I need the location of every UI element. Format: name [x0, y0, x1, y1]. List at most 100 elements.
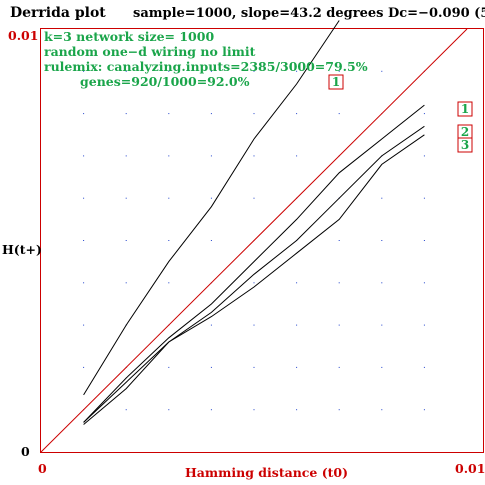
series-marker-label: 2 [461, 125, 469, 139]
grid-dot [125, 197, 127, 199]
grid-dot [168, 366, 170, 368]
series-markers: 1 1 23 [328, 74, 473, 153]
diagonal-reference-line [40, 28, 468, 453]
grid-dot [168, 282, 170, 284]
grid-dot [296, 113, 298, 115]
series-marker-box [457, 137, 473, 153]
grid-dot [125, 409, 127, 411]
info-wiring: random one−d wiring no limit [44, 44, 256, 59]
grid-dot [381, 70, 383, 72]
series-line-1 [83, 20, 340, 396]
plot-title: Derrida plot [10, 5, 106, 21]
grid-dot [423, 197, 425, 199]
grid-dot [83, 113, 85, 115]
grid-dot [210, 155, 212, 157]
grid-dot [253, 409, 255, 411]
series-marker-label: 1 [461, 102, 469, 116]
grid-dot [168, 70, 170, 72]
grid-dot [253, 324, 255, 326]
grid-dot [338, 366, 340, 368]
grid-dot [253, 197, 255, 199]
grid-dot [125, 282, 127, 284]
grid-dot [296, 282, 298, 284]
y-axis-label: H(t+) [2, 242, 42, 257]
grid-dot [125, 155, 127, 157]
grid-dot [338, 70, 340, 72]
grid-dot [83, 155, 85, 157]
grid-dot [125, 113, 127, 115]
grid-dot [210, 113, 212, 115]
grid-dot [423, 155, 425, 157]
series-marker-1: 1 [328, 74, 344, 90]
info-rulemix: rulemix: canalyzing.inputs=2385/3000=79.… [44, 59, 368, 74]
grid-dot [338, 240, 340, 241]
info-network-size: k=3 network size= 1000 [44, 29, 214, 44]
grid-dot [253, 113, 255, 115]
grid-dot [168, 155, 170, 157]
grid-dot [381, 197, 383, 199]
grid-dot [168, 113, 170, 115]
grid-dot [423, 409, 425, 411]
x-axis-label: Hamming distance (t0) [185, 465, 348, 480]
grid-dot [253, 70, 255, 72]
grid-dot [125, 240, 127, 241]
y-tick-min: 0 [21, 444, 30, 459]
grid-dot [423, 240, 425, 241]
x-tick-min: 0 [38, 461, 47, 476]
series-marker-box [328, 74, 344, 90]
series-marker-label: 1 [332, 75, 340, 89]
series-marker-label: 3 [461, 138, 469, 152]
grid-dot [338, 113, 340, 115]
series-lines [83, 20, 425, 425]
grid-dot [210, 366, 212, 368]
grid-dot [423, 113, 425, 115]
grid-dot [338, 409, 340, 411]
grid-dot [253, 366, 255, 368]
series-marker-box [457, 101, 473, 117]
grid-dot [168, 197, 170, 199]
grid-dot [125, 70, 127, 72]
grid-dot [83, 197, 85, 199]
plot-frame [40, 28, 484, 453]
grid-dot [83, 366, 85, 368]
grid-dot [381, 240, 383, 241]
grid-dot [210, 240, 212, 241]
grid-dot [338, 282, 340, 284]
grid-dot [168, 409, 170, 411]
y-tick-max: 0.01 [8, 28, 38, 43]
grid-dot [168, 240, 170, 241]
grid-dot [381, 282, 383, 284]
series-marker-4: 3 [457, 137, 473, 153]
grid-dot [210, 197, 212, 199]
grid-dot [296, 155, 298, 157]
grid-dot [296, 409, 298, 411]
grid-dot [338, 324, 340, 326]
grid-dot [423, 324, 425, 326]
grid-dot [253, 155, 255, 157]
grid-dot [423, 282, 425, 284]
series-marker-2: 1 [457, 101, 473, 117]
grid-dot [381, 409, 383, 411]
grid-dot [423, 366, 425, 368]
grid-dot [83, 70, 85, 72]
grid-dot [253, 282, 255, 284]
series-line-4 [83, 134, 425, 425]
info-genes: genes=920/1000=92.0% [80, 74, 250, 89]
grid-dot [296, 70, 298, 72]
network-info: k=3 network size= 1000 random one−d wiri… [44, 29, 368, 89]
grid-dot [296, 366, 298, 368]
series-marker-3: 2 [457, 124, 473, 140]
grid-dot [210, 409, 212, 411]
series-line-2 [83, 104, 425, 423]
grid-dot [381, 366, 383, 368]
grid-dot [296, 324, 298, 326]
grid-dot [381, 324, 383, 326]
grid-dot [83, 240, 85, 241]
grid-dot [210, 70, 212, 72]
plot-stats: sample=1000, slope=43.2 degrees Dc=−0.09… [133, 6, 485, 21]
grid-dot [83, 282, 85, 284]
grid-dot [210, 324, 212, 326]
x-tick-max: 0.01 [455, 461, 485, 476]
series-line-3 [83, 125, 425, 423]
